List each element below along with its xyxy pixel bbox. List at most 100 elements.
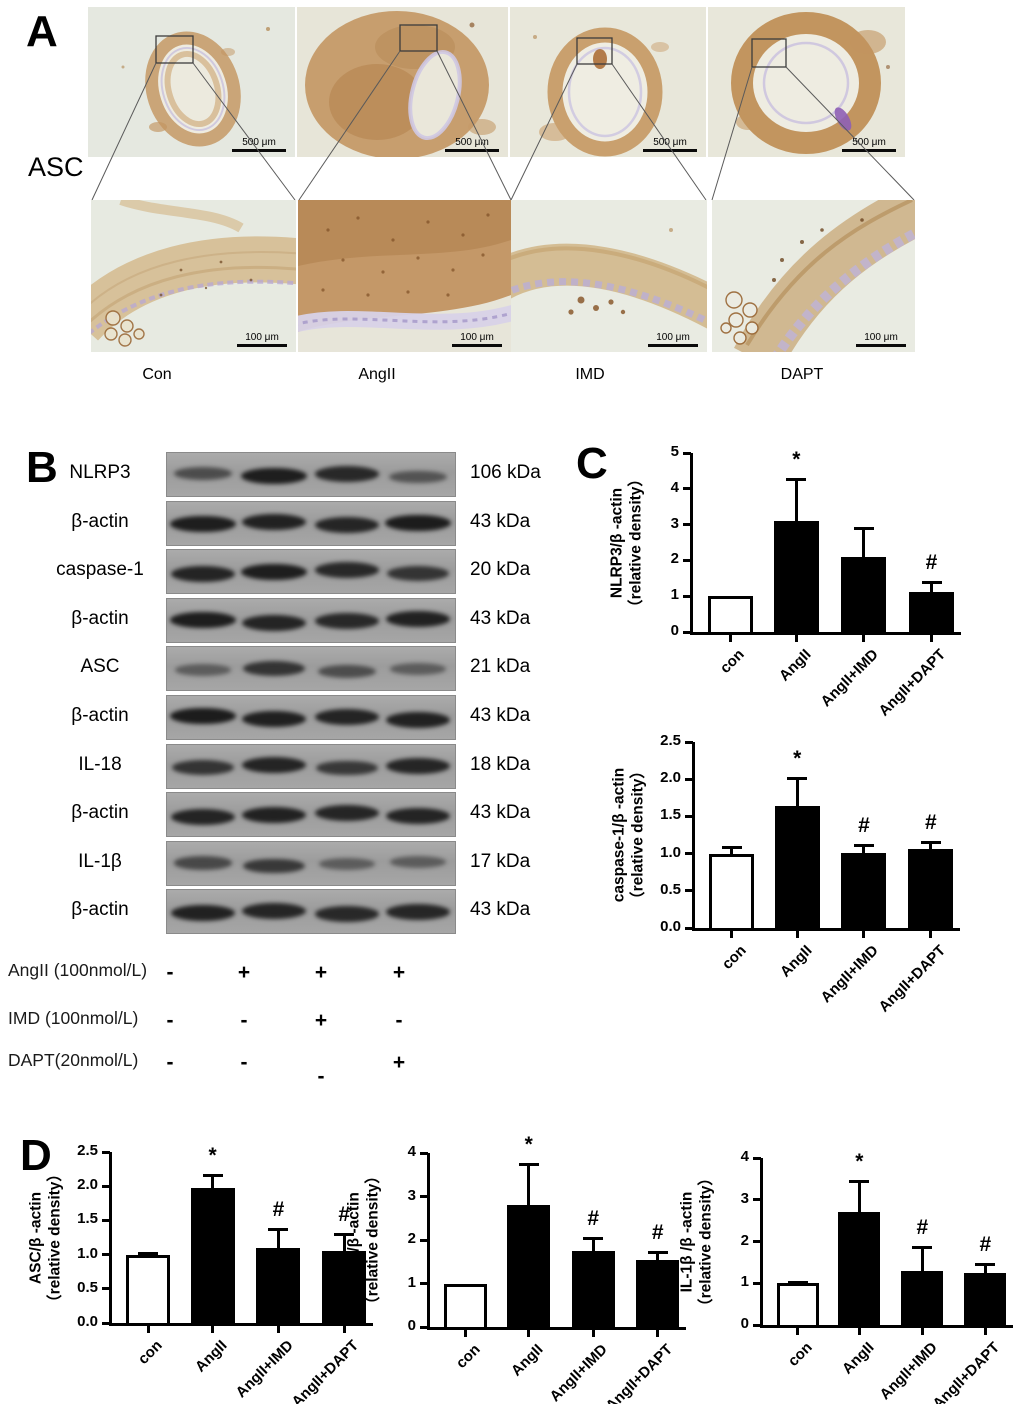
treatment-symbol: - bbox=[317, 1065, 325, 1088]
error-bar-stem bbox=[795, 778, 799, 806]
y-axis bbox=[109, 1152, 112, 1326]
error-bar-stem bbox=[920, 1246, 924, 1271]
blot-band bbox=[170, 707, 236, 725]
significance-marker: # bbox=[651, 1221, 664, 1245]
y-tick-label: 4 bbox=[740, 1148, 749, 1165]
bar-con bbox=[126, 1254, 171, 1326]
blot-strip bbox=[166, 501, 456, 546]
treatment-symbol: + bbox=[392, 961, 406, 984]
significance-marker: # bbox=[338, 1203, 351, 1227]
y-tick bbox=[685, 777, 693, 781]
x-category-label: AngII bbox=[192, 1337, 231, 1376]
x-category-label: AngII bbox=[775, 646, 815, 685]
blot-band bbox=[390, 856, 446, 868]
error-bar-cap bbox=[975, 1263, 996, 1267]
y-tick-label: 0 bbox=[670, 622, 679, 639]
blot-strip bbox=[166, 792, 456, 837]
error-bar-stem bbox=[857, 1181, 861, 1213]
blot-band bbox=[318, 664, 376, 678]
blot-band bbox=[315, 562, 379, 578]
significance-marker: * bbox=[855, 1150, 864, 1174]
y-axis-title: IL-1β /β -actin （relative density） bbox=[678, 1170, 715, 1314]
y-tick bbox=[420, 1282, 428, 1285]
treatment-symbol: + bbox=[392, 1051, 406, 1074]
y-tick bbox=[753, 1281, 761, 1285]
significance-marker: # bbox=[858, 813, 870, 837]
blot-kda-label: 18 kDa bbox=[470, 754, 531, 775]
y-tick-label: 4 bbox=[670, 478, 679, 496]
blot-strip bbox=[166, 452, 456, 497]
x-tick bbox=[730, 931, 734, 938]
blot-band bbox=[386, 904, 450, 920]
treatment-symbol: + bbox=[314, 961, 328, 984]
y-tick-label: 5 bbox=[670, 443, 679, 460]
blot-band bbox=[243, 660, 305, 676]
blot-band bbox=[175, 664, 231, 676]
histology-angii-high-image bbox=[298, 200, 511, 352]
x-tick bbox=[862, 635, 866, 642]
blot-band bbox=[170, 904, 236, 922]
error-bar-cap bbox=[721, 845, 742, 849]
blot-band bbox=[385, 807, 451, 825]
blot-band bbox=[241, 513, 307, 531]
error-bar-cap bbox=[849, 1180, 870, 1184]
y-tick bbox=[685, 889, 693, 893]
blot-label: β-actin bbox=[71, 899, 129, 920]
x-category-label: AngII+IMD bbox=[232, 1337, 297, 1402]
y-tick bbox=[683, 630, 691, 634]
blot-strip bbox=[166, 646, 456, 691]
blot-label: IL-18 bbox=[78, 754, 122, 775]
scale-bar-line bbox=[232, 149, 286, 152]
y-tick bbox=[685, 814, 693, 818]
blot-band bbox=[390, 663, 446, 675]
scale-bar: 500 μm bbox=[445, 137, 499, 152]
chart-asc: 0.0 0.5 1.0 1.5 2.0 2.5 con * AngII # AngII+IMD # An… bbox=[27, 1142, 373, 1404]
blot-band bbox=[241, 756, 307, 774]
x-tick bbox=[656, 1330, 660, 1337]
blot-strip bbox=[166, 598, 456, 643]
significance-marker: * bbox=[793, 747, 802, 771]
histology-imd-low: 500 μm bbox=[510, 7, 706, 157]
y-axis-title-line2: （relative density） bbox=[629, 763, 646, 907]
bar-AngII+IMD bbox=[571, 1250, 615, 1330]
blot-band bbox=[170, 611, 236, 629]
error-bar-cap bbox=[787, 1280, 808, 1284]
scale-bar-label: 100 μm bbox=[656, 332, 690, 343]
y-tick bbox=[683, 523, 691, 527]
y-axis-title-line1: IL-18/β -actin bbox=[345, 1192, 363, 1288]
y-tick bbox=[683, 487, 691, 491]
blot-band bbox=[241, 467, 307, 485]
scale-bar-label: 500 μm bbox=[242, 137, 276, 148]
y-tick bbox=[420, 1325, 428, 1329]
y-tick-label: 1 bbox=[740, 1273, 749, 1291]
scale-bar: 100 μm bbox=[856, 332, 906, 347]
x-category-label: con bbox=[784, 1339, 816, 1370]
y-axis-title-line2: （relative density） bbox=[46, 1165, 63, 1310]
treatment-symbol: - bbox=[395, 1009, 403, 1032]
blot-strip bbox=[166, 841, 456, 886]
blot-band bbox=[243, 858, 305, 874]
treatment-symbol: - bbox=[166, 1051, 174, 1074]
blot-kda-label: 43 kDa bbox=[470, 899, 531, 920]
treatment-row: IMD (100nmol/L) - - + - bbox=[0, 1008, 560, 1038]
x-tick bbox=[794, 635, 798, 642]
blot-band bbox=[389, 470, 447, 484]
error-bar-cap bbox=[334, 1233, 355, 1237]
treatment-symbol: - bbox=[240, 1009, 248, 1032]
y-axis-title-line1: caspase-1/β -actin bbox=[610, 767, 628, 903]
error-bar-stem bbox=[591, 1237, 595, 1251]
histology-con-high-image bbox=[91, 200, 296, 352]
x-tick bbox=[591, 1330, 595, 1337]
treatment-symbol: - bbox=[166, 1009, 174, 1032]
significance-marker: * bbox=[792, 447, 801, 471]
error-bar-stem bbox=[527, 1163, 531, 1206]
y-axis-title: caspase-1/β -actin （relative density） bbox=[610, 763, 647, 907]
scale-bar: 500 μm bbox=[643, 137, 697, 152]
histology-angii-high: 100 μm bbox=[298, 200, 511, 352]
y-tick-label: 4 bbox=[407, 1143, 416, 1160]
bar-AngII+IMD bbox=[901, 1270, 944, 1328]
y-tick bbox=[753, 1323, 761, 1327]
histology-imd-high-image bbox=[511, 200, 707, 352]
x-category-label: AngII+IMD bbox=[876, 1339, 941, 1404]
scale-bar: 100 μm bbox=[237, 332, 287, 347]
